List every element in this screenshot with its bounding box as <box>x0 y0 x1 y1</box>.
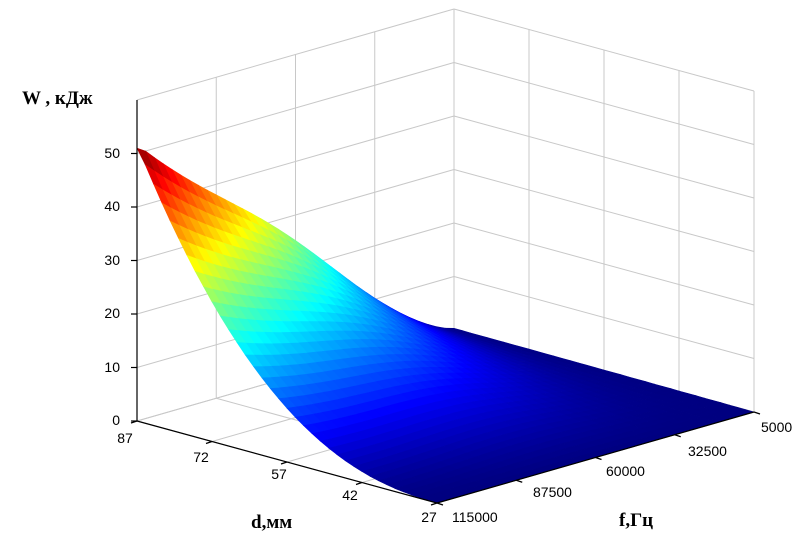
d-axis-label: d,мм <box>251 512 292 533</box>
d-tick-label: 72 <box>193 449 209 465</box>
wall-grid-line <box>453 276 755 359</box>
axes-frame <box>130 100 761 506</box>
wall-grid-line <box>453 169 755 252</box>
d-tick-mark <box>280 461 288 465</box>
d-tick-label: 87 <box>117 430 133 446</box>
f-tick-mark <box>753 411 761 415</box>
f-tick-mark <box>516 479 523 483</box>
d-axis-ticks: 87 72 57 42 27 <box>117 430 437 525</box>
f-tick-label: 5000 <box>761 419 792 435</box>
wall-grid-line <box>136 8 455 101</box>
w-axis-ticks: 0 10 20 30 40 50 <box>104 145 120 428</box>
f-tick-label: 60000 <box>606 463 645 479</box>
f-tick-label: 115000 <box>452 509 498 525</box>
d-tick-label: 42 <box>342 487 358 503</box>
wall-grid-line <box>136 62 455 154</box>
f-tick-label: 32500 <box>688 443 727 459</box>
d-tick-label: 27 <box>421 509 437 525</box>
d-tick-label: 57 <box>271 466 287 482</box>
wall-grid-line <box>453 62 755 145</box>
f-axis-ticks: 5000 32500 60000 87500 115000 <box>452 419 792 525</box>
w-tick-label: 30 <box>104 252 120 268</box>
f-tick-mark <box>436 502 444 506</box>
wall-grid-line <box>453 222 755 306</box>
f-tick-mark <box>595 456 602 461</box>
w-tick-label: 40 <box>104 198 120 214</box>
w-tick-label: 0 <box>112 412 120 428</box>
wall-grid-line <box>453 115 755 199</box>
f-tick-mark <box>674 434 681 438</box>
d-tick-mark <box>430 502 438 506</box>
d-tick-mark <box>355 481 363 486</box>
f-axis-label: f,Гц <box>619 510 653 531</box>
w-tick-label: 20 <box>104 305 120 321</box>
surface <box>136 147 756 504</box>
w-tick-label: 50 <box>104 145 120 161</box>
w-axis-label: W , кДж <box>22 88 93 109</box>
w-tick-label: 10 <box>104 359 120 375</box>
wall-grid-line <box>453 8 755 92</box>
d-tick-mark <box>205 440 213 445</box>
f-tick-label: 87500 <box>533 484 572 500</box>
